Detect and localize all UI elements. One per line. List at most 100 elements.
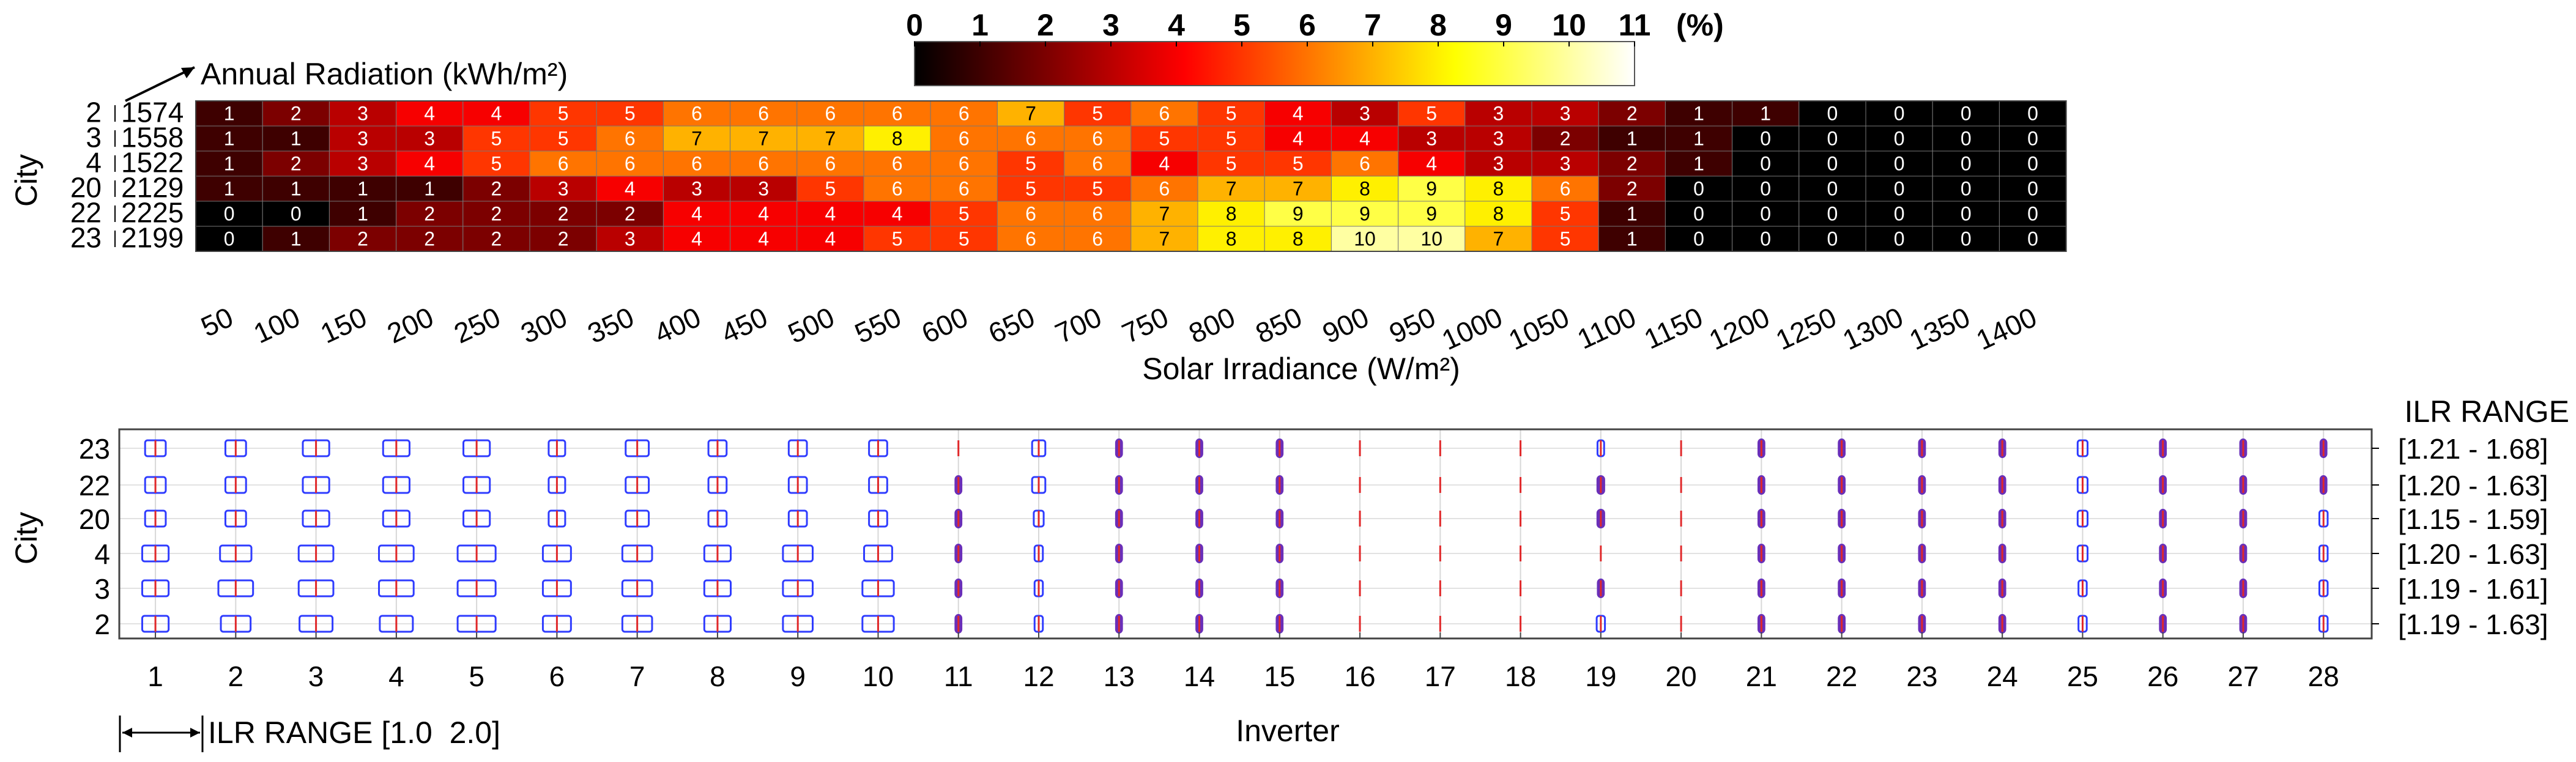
- heatmap-cell: [930, 176, 998, 202]
- ilr-range-header: ILR RANGE: [2404, 394, 2569, 429]
- boxplot-city-tick: 23: [79, 433, 110, 465]
- heatmap-cell: [462, 150, 530, 177]
- heatmap-cell: [730, 125, 798, 152]
- boxplot-city-tick: 3: [94, 573, 110, 605]
- heatmap-cell: [863, 125, 931, 152]
- heatmap-cell-value: 5: [491, 153, 502, 175]
- boxplot-xlabel: Inverter: [1236, 714, 1340, 748]
- boxplot-city-tick: 22: [79, 470, 110, 501]
- heatmap-cell-value: 4: [691, 228, 702, 250]
- heatmap-cell: [1398, 125, 1466, 152]
- heatmap-row-radiation: 2225: [121, 197, 184, 229]
- heatmap-cell-value: 1: [424, 178, 435, 200]
- heatmap-cell: [1197, 176, 1265, 202]
- heatmap-cell-value: 3: [357, 153, 368, 175]
- heatmap-x-tick: 750: [1117, 301, 1173, 350]
- colorbar-tick: 3: [1102, 8, 1119, 42]
- heatmap-cell-value: 6: [1092, 128, 1103, 150]
- heatmap-cell-value: 9: [1426, 203, 1437, 225]
- heatmap-cell-value: 4: [825, 228, 836, 250]
- heatmap-cell: [529, 150, 597, 177]
- heatmap-cell-value: 8: [892, 128, 903, 150]
- ilr-range-label: [1.20 - 1.63]: [2398, 470, 2548, 501]
- heatmap-cell-value: 6: [959, 128, 970, 150]
- heatmap-cell-value: 4: [1159, 153, 1170, 175]
- heatmap-cell: [1732, 125, 1800, 152]
- boxplot-x-tick: 3: [308, 660, 324, 692]
- colorbar-tick: 9: [1495, 8, 1512, 42]
- heatmap-cell-value: 4: [491, 103, 502, 125]
- heatmap-cell-value: 0: [1827, 228, 1838, 250]
- heatmap-cell-value: 6: [758, 153, 769, 175]
- heatmap-cell-value: 6: [1359, 153, 1370, 175]
- heatmap-cell-value: 3: [625, 228, 636, 250]
- heatmap-cell-value: 4: [1293, 128, 1304, 150]
- heatmap-cell-value: 0: [1961, 203, 1972, 225]
- boxplot-x-tick: 7: [629, 660, 645, 692]
- heatmap-cell: [1130, 176, 1198, 202]
- heatmap-cell: [1130, 125, 1198, 152]
- heatmap-row-radiation: 2199: [121, 222, 184, 254]
- heatmap-cell-value: 0: [1760, 128, 1771, 150]
- heatmap-cell-value: 3: [1493, 153, 1504, 175]
- heatmap-cell-value: 9: [1359, 203, 1370, 225]
- heatmap-cell: [262, 150, 330, 177]
- heatmap-cell: [396, 226, 464, 252]
- heatmap-cell-value: 3: [1426, 128, 1437, 150]
- heatmap-cell: [1331, 150, 1399, 177]
- heatmap-x-tick: 1050: [1504, 301, 1574, 356]
- boxplot-x-tick: 10: [863, 660, 894, 692]
- heatmap-cell: [1932, 150, 2000, 177]
- heatmap-cell-value: 0: [2027, 178, 2038, 200]
- heatmap-cell-value: 2: [558, 228, 569, 250]
- heatmap-cell: [1598, 226, 1666, 252]
- heatmap-row-city: 20: [70, 172, 102, 204]
- heatmap-cell-value: 6: [1092, 203, 1103, 225]
- heatmap-cell: [796, 150, 864, 177]
- heatmap-cell-value: 5: [1560, 228, 1571, 250]
- colorbar-unit: (%): [1676, 8, 1724, 42]
- heatmap-cell: [328, 226, 397, 252]
- heatmap-cell: [1732, 100, 1800, 127]
- heatmap-cell-value: 1: [224, 178, 235, 200]
- heatmap-cell: [997, 226, 1065, 252]
- heatmap-cell-value: 6: [892, 153, 903, 175]
- heatmap-cell-value: 8: [1226, 228, 1237, 250]
- heatmap-cell-value: 0: [1693, 178, 1704, 200]
- heatmap-cell: [1398, 201, 1466, 227]
- heatmap-cell-value: 6: [892, 178, 903, 200]
- heatmap-row-city: 22: [70, 197, 102, 229]
- heatmap-cell-value: 5: [1092, 103, 1103, 125]
- heatmap-cell-value: 6: [1025, 128, 1036, 150]
- heatmap-cell: [1197, 226, 1265, 252]
- boxplot-x-tick: 8: [710, 660, 726, 692]
- heatmap-cell-value: 2: [1627, 103, 1638, 125]
- heatmap-cell-value: 3: [1560, 103, 1571, 125]
- heatmap-cell: [1464, 150, 1532, 177]
- heatmap-cell-value: 5: [1560, 203, 1571, 225]
- boxplot-x-ticks: 1 2 3 4 5 6 7 8 9 10 11 12 13 14 15 16 17 18 19 20 21 22 23 24 2…: [147, 632, 2339, 692]
- heatmap-cell: [1130, 150, 1198, 177]
- heatmap-cell-value: 8: [1493, 203, 1504, 225]
- boxplot-frame: [118, 428, 2373, 640]
- heatmap-cell-value: 4: [1426, 153, 1437, 175]
- heatmap-xlabel: Solar Irradiance (W/m²): [1142, 352, 1460, 386]
- heatmap-cell: [1598, 125, 1666, 152]
- heatmap-cell-value: 5: [558, 128, 569, 150]
- heatmap-cell-value: 10: [1354, 228, 1376, 250]
- boxplot-city-tick: 4: [94, 538, 110, 570]
- heatmap-cell: [1798, 226, 1866, 252]
- heatmap-cell-value: 0: [1961, 153, 1972, 175]
- heatmap-x-tick: 700: [1050, 301, 1107, 350]
- heatmap-cell-value: 4: [758, 228, 769, 250]
- heatmap-cell-value: 6: [758, 103, 769, 125]
- heatmap-cell-value: 0: [1894, 128, 1905, 150]
- ilr-range-label: [1.21 - 1.68]: [2398, 433, 2548, 465]
- heatmap-cell-value: 7: [1293, 178, 1304, 200]
- colorbar-tick: 4: [1168, 8, 1185, 42]
- boxplot-x-tick: 4: [388, 660, 404, 692]
- boxplot-x-tick: 9: [790, 660, 806, 692]
- heatmap-cell-value: 6: [1092, 153, 1103, 175]
- colorbar-tick: 1: [971, 8, 989, 42]
- heatmap-cell: [1130, 201, 1198, 227]
